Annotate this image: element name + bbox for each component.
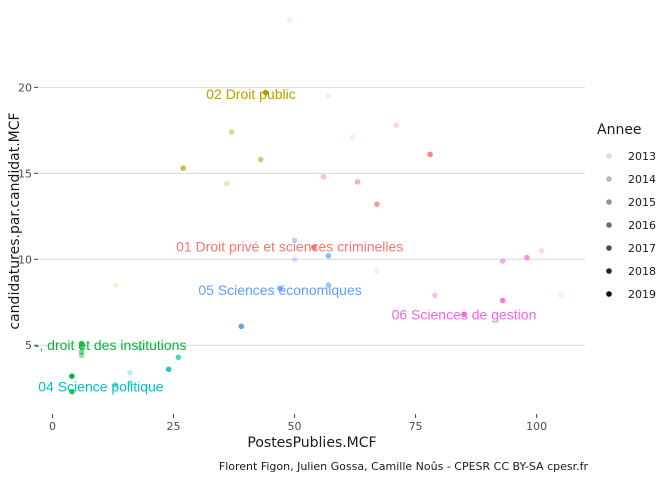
- chart-caption: Florent Figon, Julien Gossa, Camille Noû…: [219, 460, 589, 473]
- data-point: [354, 179, 361, 185]
- data-point: [393, 122, 400, 128]
- series-label: 06 Sciences de gestion: [392, 306, 537, 322]
- legend-key: [606, 153, 612, 159]
- data-point: [180, 165, 187, 171]
- legend-label: 2015: [628, 196, 656, 209]
- data-point: [112, 381, 119, 388]
- data-point: [320, 173, 327, 180]
- data-point: [223, 180, 230, 187]
- data-point: [238, 323, 245, 330]
- data-point: [349, 134, 356, 141]
- data-points: [69, 17, 564, 395]
- legend-label: 2016: [628, 219, 656, 232]
- legend-key: [606, 245, 612, 251]
- data-point: [257, 156, 264, 163]
- series-label: 05 Sciences économiques: [198, 282, 361, 298]
- legend-key: [606, 199, 612, 205]
- data-point: [311, 244, 317, 251]
- data-point: [499, 258, 506, 264]
- data-point: [69, 373, 75, 379]
- x-axis-ticks: 0 25 50 75 100: [49, 414, 547, 433]
- x-tick-label: 75: [409, 420, 423, 433]
- data-point: [78, 340, 85, 347]
- data-point: [291, 237, 298, 244]
- legend-key: [606, 176, 612, 182]
- series-label: 01 Droit privé et sciences criminelles: [176, 238, 403, 254]
- x-tick-label: 0: [49, 420, 56, 433]
- y-axis-title: candidatures.par.candidat.MCF: [7, 112, 23, 329]
- data-point: [136, 345, 143, 352]
- data-point: [277, 285, 283, 292]
- data-point: [461, 311, 467, 318]
- data-point: [374, 201, 380, 208]
- y-tick-label: 20: [18, 81, 32, 94]
- y-axis-ticks: 5 10 15 20: [18, 81, 38, 352]
- x-tick-label: 50: [288, 420, 302, 433]
- data-point: [432, 292, 438, 299]
- x-tick-label: 100: [526, 420, 547, 433]
- legend-label: 2013: [628, 150, 656, 163]
- legend-label: 2019: [628, 288, 656, 301]
- data-point: [165, 366, 172, 373]
- data-point: [127, 380, 133, 386]
- series-label: 02 Droit public: [206, 86, 296, 102]
- data-point: [538, 247, 545, 254]
- data-point: [112, 282, 119, 288]
- data-point: [325, 282, 332, 288]
- x-tick-label: 25: [167, 420, 181, 433]
- legend-key: [606, 222, 612, 228]
- data-point: [524, 254, 530, 261]
- legend-key: [606, 268, 612, 274]
- legend-label: 2014: [628, 173, 656, 186]
- data-point: [286, 17, 293, 24]
- grid-lines: [38, 86, 585, 346]
- data-point: [127, 369, 133, 376]
- y-tick-label: 15: [18, 167, 32, 180]
- data-point: [78, 349, 85, 355]
- series-label: -, droit et des institutions: [35, 337, 187, 353]
- series-label: 04 Science politique: [38, 378, 164, 394]
- data-point: [325, 253, 332, 259]
- legend-title: Annee: [597, 122, 642, 138]
- data-point: [262, 89, 269, 96]
- y-tick-label: 10: [18, 253, 32, 266]
- data-point: [228, 129, 235, 135]
- data-point: [557, 292, 564, 299]
- data-point: [69, 388, 75, 395]
- data-point: [374, 268, 380, 275]
- legend-key: [606, 291, 612, 297]
- data-point: [499, 297, 506, 304]
- legend-label: 2017: [628, 242, 656, 255]
- data-point: [325, 93, 332, 99]
- data-point: [291, 256, 298, 263]
- y-tick-label: 5: [25, 339, 32, 352]
- series-labels: 01 Droit privé et sciences criminelles 02…: [35, 86, 537, 394]
- legend: Annee 2013 2014 2015 2016 2017 2018 2019: [597, 122, 656, 301]
- data-point: [175, 354, 182, 361]
- data-point: [427, 151, 433, 158]
- legend-label: 2018: [628, 265, 656, 278]
- x-axis-title: PostesPublies.MCF: [247, 435, 376, 451]
